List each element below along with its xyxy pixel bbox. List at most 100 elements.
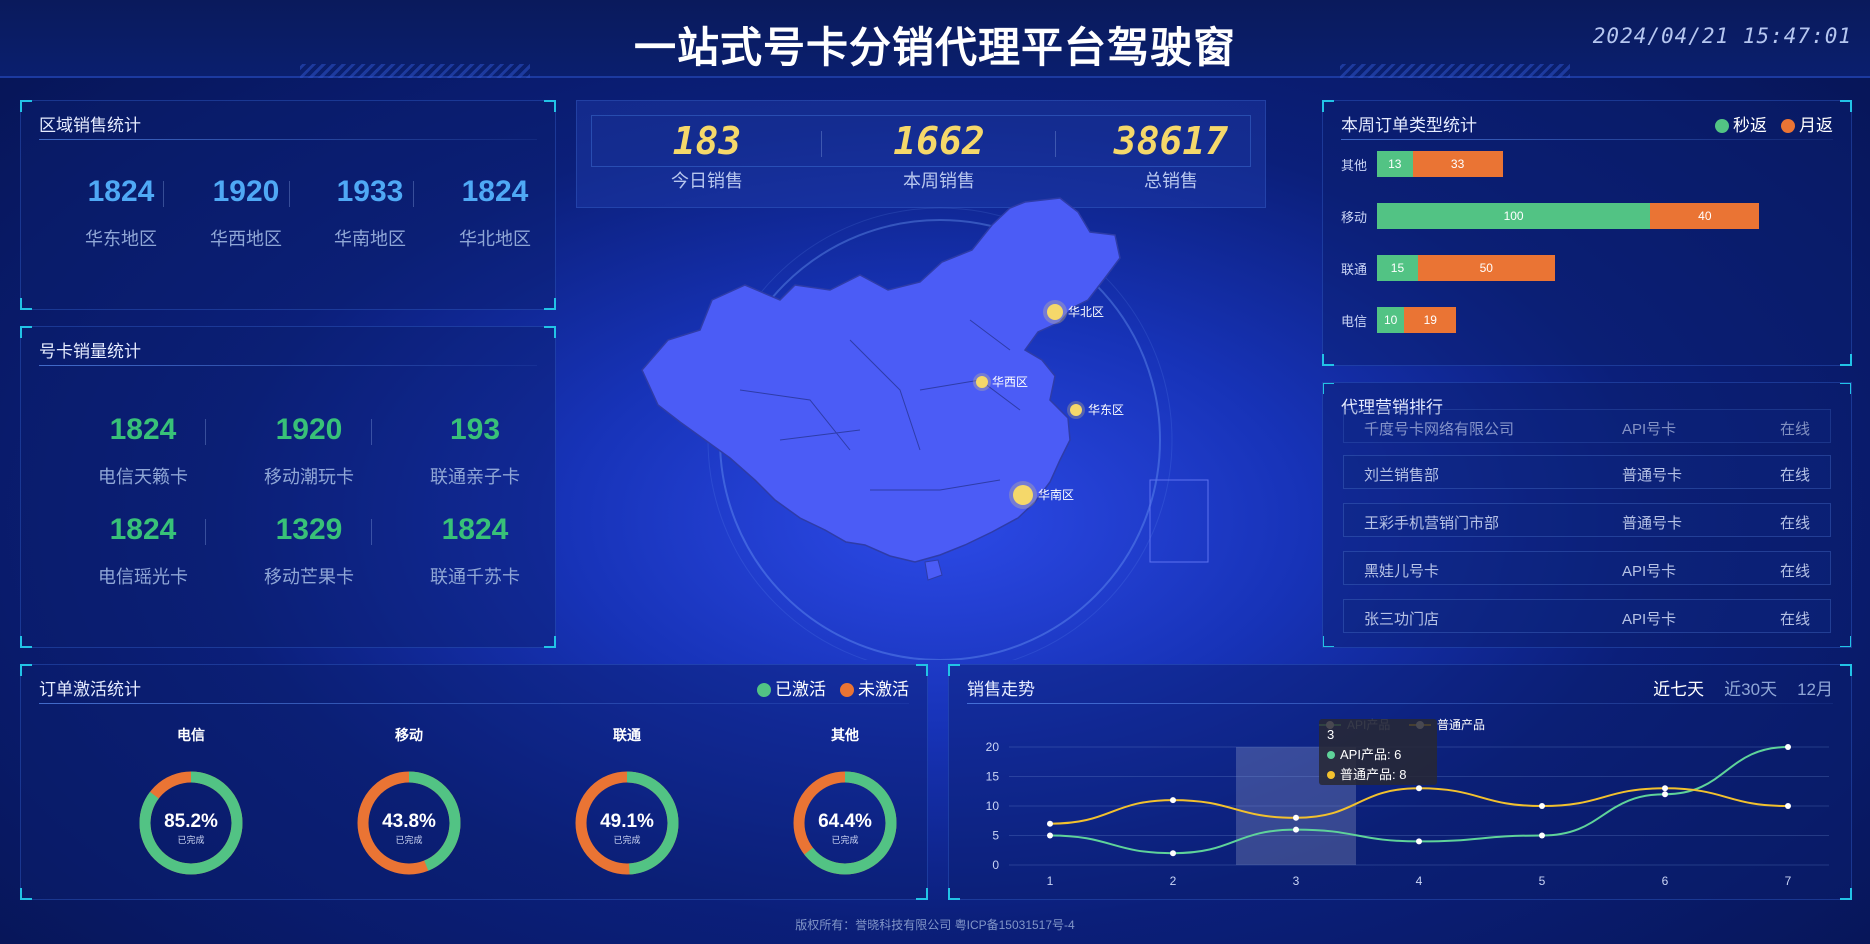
y-tick-label: 20 [986,740,1000,754]
donut-sub: 已完成 [177,834,204,845]
order-type-row: 其他 13 33 [1341,151,1503,177]
region-stat: 1920 华西地区 [210,175,282,249]
data-point [1170,797,1176,804]
bar-segment-b[interactable]: 33 [1412,151,1503,177]
card-stat: 1824 联通千苏卡 [430,513,520,587]
donut-3[interactable]: 其他 64.4% 已完成 [765,725,925,888]
donut-name: 电信 [177,727,205,743]
y-tick-label: 10 [986,799,1000,813]
south-sea-inset [1149,479,1209,563]
map-marker[interactable]: 华南区 [1009,481,1074,509]
panel-title: 销售走势 [967,680,1035,699]
header-stripe-left [300,64,530,78]
donut-completed [793,771,897,875]
tab-30days[interactable]: 近30天 [1724,680,1778,699]
donut-0[interactable]: 电信 85.2% 已完成 [111,725,271,888]
donut-completed [575,771,679,875]
map-marker[interactable]: 华西区 [973,373,1028,391]
legend-label: 普通产品 [1437,718,1485,732]
y-tick-label: 5 [992,829,999,843]
svg-text:华东区: 华东区 [1088,403,1124,417]
card-stat: 1824 电信天籁卡 [98,413,188,487]
summary-panel: 183 今日销售 1662 本周销售 38617 总销售 [576,100,1266,208]
bar-segment-a[interactable]: 13 [1377,151,1413,177]
order-type-label: 其他 [1341,157,1368,173]
data-point [1662,791,1668,798]
ranking-row[interactable]: 张三功门店 API号卡 在线 [1343,599,1831,633]
order-types-panel: 本周订单类型统计 秒返 月返 其他 13 33 移动 100 40 联通 15 50 电信 10 19 [1322,100,1852,366]
bar-segment-a[interactable]: 15 [1377,255,1418,281]
data-point [1047,820,1053,827]
tab-12month[interactable]: 12月 [1797,680,1833,699]
data-point [1047,832,1053,839]
donut-sub: 已完成 [831,834,858,845]
donut-percent: 49.1% [600,811,654,832]
donut-percent: 64.4% [818,811,872,832]
order-type-label: 联通 [1341,261,1368,277]
card-stat: 193 联通亲子卡 [430,413,520,487]
order-type-row: 移动 100 40 [1341,203,1760,229]
donut-name: 移动 [395,727,423,743]
map-shape [641,197,1121,563]
region-sales-panel: 区域销售统计 1824 华东地区 1920 华西地区 1933 华南地区 1824 华北… [20,100,556,310]
data-point [1785,744,1791,750]
page-title: 一站式号卡分销代理平台驾驶窗 [633,24,1236,71]
ranking-row[interactable]: 王彩手机营销门市部 普通号卡 在线 [1343,503,1831,537]
x-tick-label: 3 [1293,874,1300,888]
chart-tooltip: 3 API产品: 6 普通产品: 8 [1319,719,1437,785]
map-marker[interactable]: 华北区 [1043,300,1104,324]
donut-2[interactable]: 联通 49.1% 已完成 [547,725,707,888]
bar-segment-b[interactable]: 19 [1404,307,1457,333]
svg-text:华西区: 华西区 [992,375,1028,389]
x-tick-label: 4 [1416,874,1423,888]
bar-segment-a[interactable]: 100 [1377,203,1651,229]
donut-percent: 43.8% [382,811,436,832]
legend-item[interactable]: 月返 [1781,111,1833,136]
activation-panel: 订单激活统计 已激活 未激活 电信 85.2% 已完成 移动 43.8% 已完成 联通 49.… [20,664,928,900]
clock: 2024/04/21 15:47:01 [1592,24,1852,48]
trend-panel: 销售走势 近七天 近30天 12月 051015201234567API产品普通… [948,664,1852,900]
panel-title: 号卡销量统计 [39,342,141,361]
x-tick-label: 6 [1662,874,1669,888]
donut-percent: 85.2% [164,811,218,832]
tab-7days[interactable]: 近七天 [1653,680,1705,699]
legend-item[interactable]: 秒返 [1715,111,1767,136]
order-type-row: 联通 15 50 [1341,255,1555,281]
bar-segment-a[interactable]: 10 [1377,307,1405,333]
panel-title: 区域销售统计 [39,116,141,135]
bar-segment-b[interactable]: 40 [1650,203,1760,229]
donut-1[interactable]: 移动 43.8% 已完成 [329,725,489,888]
donut-name: 其他 [831,727,859,743]
data-point [1416,785,1422,792]
data-point [1293,814,1299,821]
legend: 已激活 未激活 [757,675,909,700]
ranking-row[interactable]: 黑娃儿号卡 API号卡 在线 [1343,551,1831,585]
map-marker[interactable]: 华东区 [1067,401,1124,419]
summary-stat: 38617 总销售 [1113,119,1229,191]
china-map[interactable]: 华北区 华西区 华东区 华南区 [620,190,1260,660]
header-stripe-right [1340,64,1570,78]
donut-name: 联通 [613,727,641,743]
ranking-panel: 代理营销排行 千度号卡网络有限公司 API号卡 在线 刘兰销售部 普通号卡 在线 王彩手… [1322,382,1852,648]
ranking-row[interactable]: 刘兰销售部 普通号卡 在线 [1343,455,1831,489]
x-tick-label: 7 [1785,874,1792,888]
panel-title: 本周订单类型统计 [1341,116,1477,135]
ranking-row[interactable]: 千度号卡网络有限公司 API号卡 在线 [1343,409,1831,443]
y-tick-label: 0 [992,858,999,872]
summary-stat: 183 今日销售 [671,119,743,191]
summary-stat: 1662 本周销售 [893,119,985,191]
x-tick-label: 2 [1170,874,1177,888]
order-type-row: 电信 10 19 [1341,307,1457,333]
donut-completed [357,771,461,875]
order-type-label: 电信 [1341,313,1368,329]
legend-item[interactable]: 已激活 [757,675,826,700]
data-point [1539,803,1545,809]
card-sales-panel: 号卡销量统计 1824 电信天籁卡 1920 移动潮玩卡 193 联通亲子卡 1824… [20,326,556,648]
data-point [1293,826,1299,833]
footer: 版权所有：誉晓科技有限公司 粤ICP备15031517号-4 [795,918,1075,932]
panel-title: 代理营销排行 [1341,398,1443,417]
bar-segment-b[interactable]: 50 [1417,255,1555,281]
y-tick-label: 15 [986,770,1000,784]
legend-item[interactable]: 未激活 [840,675,909,700]
svg-text:华北区: 华北区 [1068,305,1104,319]
